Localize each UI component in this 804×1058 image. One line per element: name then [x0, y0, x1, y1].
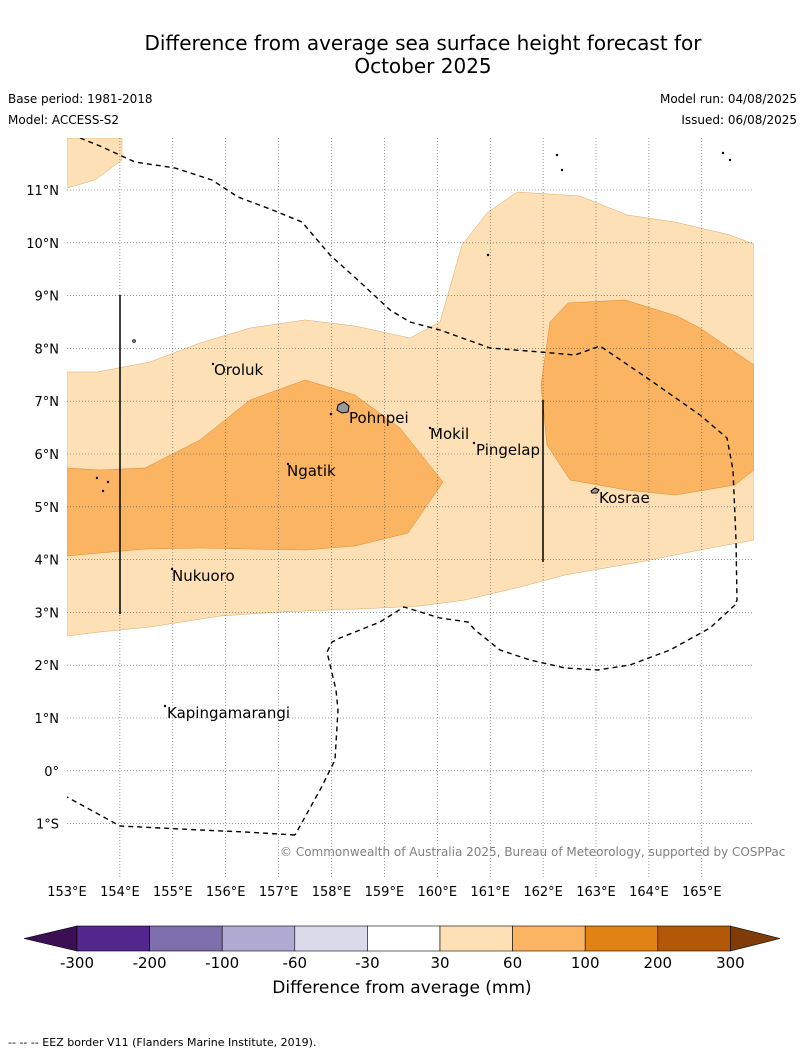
longitude-tick-label: 157°E	[259, 885, 299, 900]
latitude-tick-label: 9°N	[35, 290, 60, 305]
colorbar-swatch	[512, 925, 586, 952]
latitude-tick-label: 1°S	[36, 818, 59, 833]
longitude-tick-label: 153°E	[47, 885, 87, 900]
colorbar-extend-high	[730, 925, 781, 952]
longitude-tick-label: 155°E	[153, 885, 193, 900]
contour-30-60-north	[67, 138, 123, 189]
map-title: Difference from average sea surface heig…	[0, 32, 804, 78]
colorbar-tick-labels: -300 -200 -100 -60 -30 30 60 100 200 300	[60, 954, 745, 972]
islands	[95, 151, 732, 708]
title-line-1: Difference from average sea surface heig…	[144, 31, 702, 55]
latitude-tick-label: 10°N	[26, 237, 59, 252]
place-label-ngatik: Ngatik	[287, 462, 336, 480]
colorbar	[23, 925, 781, 952]
colorbar-swatch	[584, 925, 659, 952]
pohnpei-island	[336, 401, 350, 414]
eez-border-south-west	[67, 796, 296, 836]
eez-legend-note: -- -- -- EEZ border V11 (Flanders Marine…	[8, 1036, 317, 1049]
longitude-tick-label: 164°E	[629, 885, 669, 900]
colorbar-tick: -100	[205, 954, 239, 972]
title-line-2: October 2025	[354, 54, 492, 78]
anomaly-field	[67, 138, 754, 637]
colorbar-swatch	[294, 925, 368, 952]
colorbar-tick: 300	[716, 954, 745, 972]
colorbar-title: Difference from average (mm)	[272, 978, 532, 998]
latitude-tick-label: 11°N	[26, 184, 59, 199]
map-figure: Oroluk Pohnpei Mokil Pingelap Ngatik Kos…	[23, 138, 781, 972]
colorbar-tick: 60	[503, 954, 522, 972]
longitude-tick-label: 156°E	[206, 885, 246, 900]
eez-border-south-east	[294, 604, 736, 836]
place-label-oroluk: Oroluk	[214, 361, 263, 379]
colorbar-swatch	[439, 925, 513, 952]
latitude-tick-label: 3°N	[35, 606, 60, 621]
model-name: Model: ACCESS-S2	[8, 113, 120, 127]
latitude-tick-label: 0°	[44, 765, 59, 780]
longitude-tick-label: 165°E	[682, 885, 722, 900]
colorbar-tick: 30	[430, 954, 449, 972]
longitude-labels: 153°E 154°E 155°E 156°E 157°E 158°E 159°E 160°E…	[47, 885, 721, 900]
latitude-tick-label: 8°N	[35, 342, 60, 357]
colorbar-swatch	[76, 925, 150, 952]
latitude-tick-label: 2°N	[35, 659, 60, 674]
longitude-tick-label: 159°E	[365, 885, 405, 900]
latitude-tick-label: 5°N	[35, 501, 60, 516]
longitude-tick-label: 154°E	[100, 885, 140, 900]
place-label-mokil: Mokil	[430, 425, 469, 443]
colorbar-swatch	[221, 925, 296, 952]
colorbar-tick: 100	[571, 954, 600, 972]
colorbar-swatch	[367, 925, 441, 952]
longitude-tick-label: 163°E	[576, 885, 616, 900]
copyright-credit: © Commonwealth of Australia 2025, Bureau…	[280, 845, 786, 859]
colorbar-tick: -60	[283, 954, 308, 972]
place-label-pingelap: Pingelap	[476, 441, 540, 459]
longitude-tick-label: 158°E	[312, 885, 352, 900]
longitude-tick-label: 160°E	[418, 885, 458, 900]
model-run: Model run: 04/08/2025	[659, 92, 797, 106]
eez-borders	[67, 138, 738, 836]
kosrae-island	[590, 487, 600, 494]
colorbar-tick: -30	[355, 954, 380, 972]
latitude-labels: 11°N 10°N 9°N 8°N 7°N 6°N 5°N 4°N 3°N 2°N 1°N 0° 1°S	[26, 184, 59, 833]
issued-date: Issued: 06/08/2025	[681, 113, 797, 127]
longitude-tick-label: 162°E	[523, 885, 563, 900]
colorbar-extend-low	[23, 925, 78, 952]
latitude-tick-label: 7°N	[35, 395, 60, 410]
contour-60-100-west	[67, 379, 444, 557]
latitude-tick-label: 6°N	[35, 448, 60, 463]
place-label-kapingamarangi: Kapingamarangi	[167, 704, 290, 722]
latitude-tick-label: 1°N	[35, 712, 60, 727]
place-label-kosrae: Kosrae	[599, 489, 650, 507]
latitude-tick-label: 4°N	[35, 554, 60, 569]
place-label-nukuoro: Nukuoro	[172, 567, 235, 585]
longitude-tick-label: 161°E	[470, 885, 510, 900]
colorbar-swatch	[657, 925, 731, 952]
colorbar-tick: -200	[133, 954, 167, 972]
base-period: Base period: 1981-2018	[8, 92, 153, 106]
colorbar-tick: -300	[60, 954, 94, 972]
place-label-pohnpei: Pohnpei	[349, 409, 409, 427]
colorbar-tick: 200	[643, 954, 672, 972]
colorbar-swatch	[149, 925, 223, 952]
place-labels: Oroluk Pohnpei Mokil Pingelap Ngatik Kos…	[167, 361, 650, 722]
